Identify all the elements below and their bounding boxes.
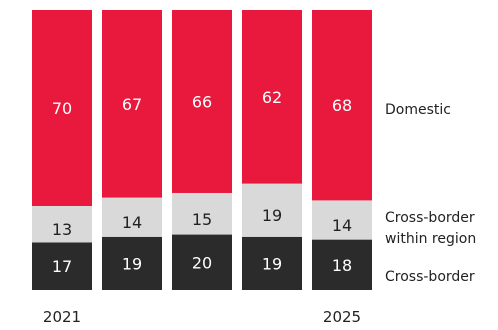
bar-segment [242,236,302,290]
bar-segment [32,206,92,243]
x-axis-ticks: 2021 2025 [43,308,361,326]
data-label: 19 [122,254,142,273]
bar-segment [312,10,372,201]
data-label: 13 [52,220,72,239]
legend: Cross-border Cross-border within region Dom… [385,102,476,285]
x-tick-label: 2021 [43,308,81,326]
data-label: 19 [262,206,282,225]
data-label: 20 [192,253,212,272]
x-tick-label: 2025 [323,308,361,326]
data-label: 67 [122,95,142,114]
data-label: 18 [332,256,352,275]
data-label: 70 [52,99,72,118]
data-label: 14 [122,213,142,232]
data-label: 17 [52,257,72,276]
bar-segment [102,197,162,237]
bar-segment [172,192,232,235]
bar-segment [312,200,372,240]
bar-segment [102,10,162,198]
data-label: 14 [332,216,352,235]
bar-segment [242,10,302,184]
data-label: 15 [192,210,212,229]
bar-segment [32,242,92,290]
bar-segment [172,234,232,290]
bar-segment [242,183,302,237]
legend-label: Cross-border within region [385,210,476,247]
data-label: 19 [262,254,282,273]
data-label: 62 [262,88,282,107]
data-labels-group: 17 13 70 19 14 67 20 15 66 19 19 62 18 14 68 [52,88,352,276]
bar-segment [102,236,162,290]
bars-group [32,10,372,290]
data-label: 66 [192,92,212,111]
legend-label: Domestic [385,102,451,118]
bar-segment [312,239,372,290]
data-label: 68 [332,96,352,115]
bar-segment [32,10,92,206]
legend-label: Cross-border [385,269,475,285]
bar-segment [172,10,232,193]
